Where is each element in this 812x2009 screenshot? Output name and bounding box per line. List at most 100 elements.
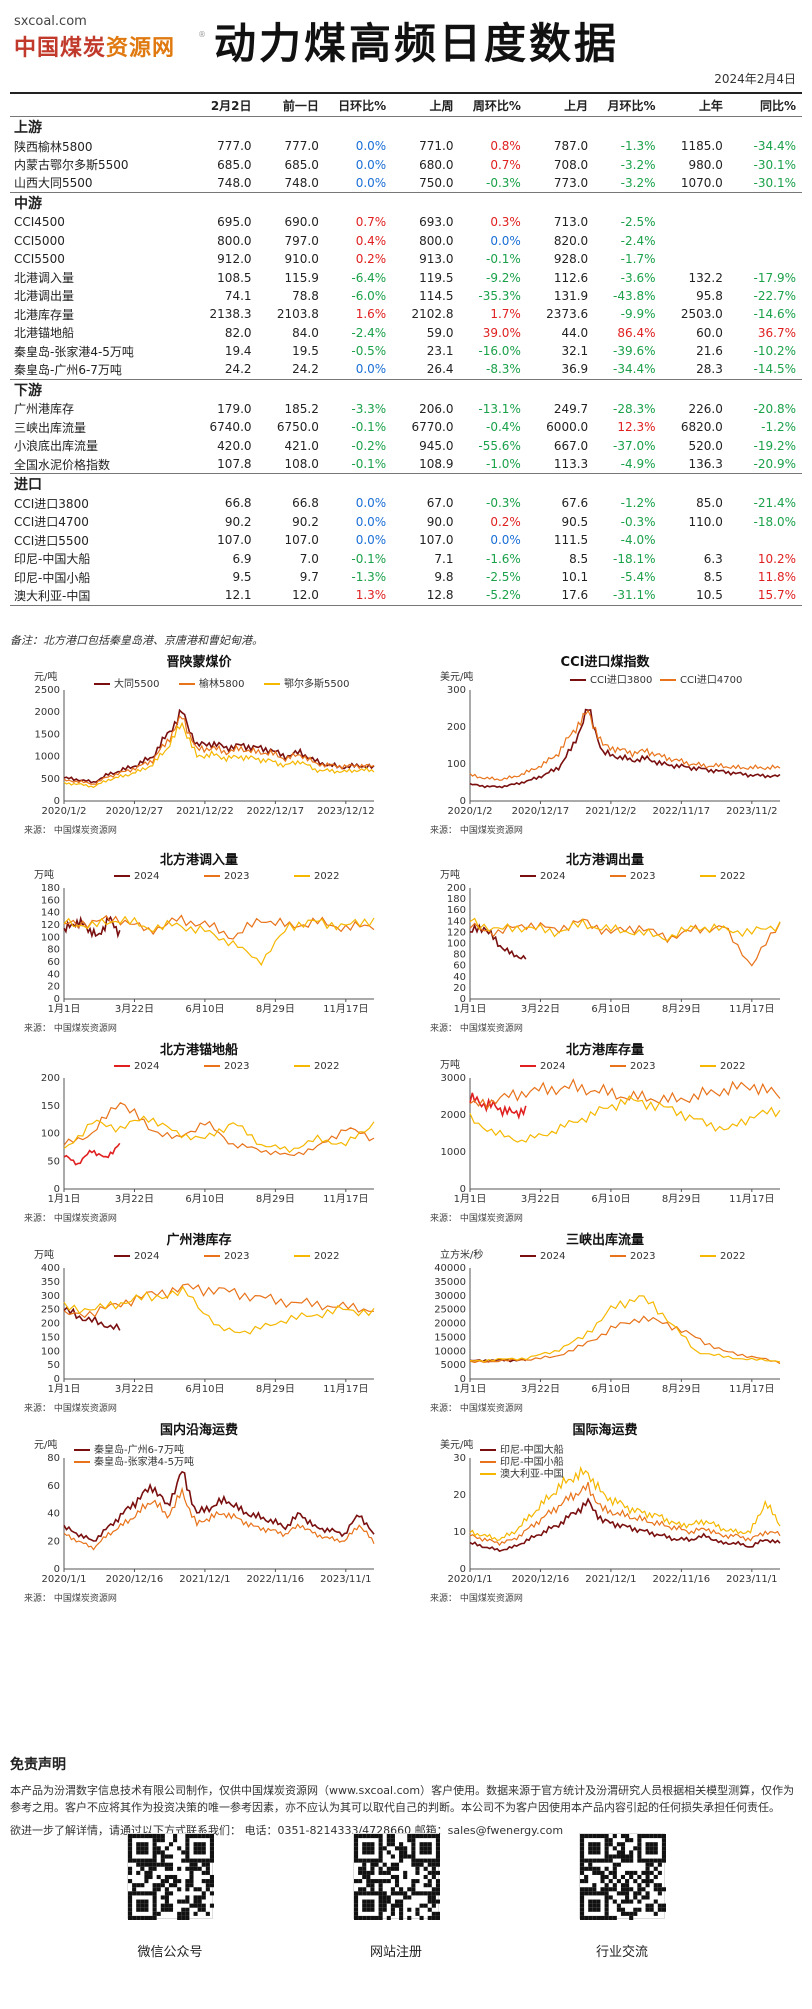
table-cell: 110.0 [688, 514, 723, 529]
table-cell: 226.0 [688, 401, 723, 416]
table-cell: 797.0 [284, 233, 319, 248]
legend-label: 2024 [134, 871, 159, 882]
table-cell: 36.9 [561, 362, 589, 377]
table-cell: 12.0 [292, 588, 319, 603]
qr-label-register: 网站注册 [369, 1945, 422, 1960]
legend-label: 2022 [314, 1061, 339, 1072]
table-cell: 420.0 [217, 438, 252, 453]
legend-label: 印尼-中国小船 [500, 1455, 564, 1468]
table-cell: 708.0 [553, 157, 589, 172]
table-cell: 777.0 [217, 139, 252, 154]
row-label: 印尼-中国小船 [14, 570, 91, 585]
report-header: sxcoal.com 中国煤炭资源网 ® 动力煤高频日度数据 2024年2月4日 [0, 0, 812, 90]
table-cell: 0.0% [355, 175, 387, 190]
legend-label: 2022 [314, 871, 339, 882]
row-label: CCI进口5500 [14, 533, 89, 548]
table-cell: 777.0 [284, 139, 319, 154]
brand-logo: 中国煤炭资源网 [14, 36, 176, 61]
table-cell: -34.4% [613, 362, 656, 377]
table-cell: 24.2 [224, 362, 252, 377]
qr-code-register[interactable] [353, 1833, 440, 1920]
table-cell: -3.2% [620, 175, 656, 190]
legend-label: 2022 [720, 871, 745, 882]
y-tick-label: 400 [41, 1263, 60, 1274]
qr-code-community[interactable] [579, 1833, 666, 1920]
x-tick-label: 2023/11/1 [320, 1574, 371, 1585]
table-cell: -2.5% [620, 215, 656, 230]
y-tick-label: 0 [460, 994, 466, 1005]
x-tick-label: 3月22日 [115, 1003, 154, 1015]
table-cell: -30.1% [753, 175, 796, 190]
table-cell: 12.8 [426, 588, 454, 603]
table-cell: 693.0 [419, 215, 454, 230]
series-line [63, 714, 375, 785]
qr-code-wechat[interactable] [127, 1833, 214, 1920]
y-axis-unit: 万吨 [440, 1058, 460, 1071]
disclaimer: 免责声明 本产品为汾渭数字信息技术有限公司制作，仅供中国煤炭资源网（www.sx… [10, 1754, 802, 1838]
table-cell: 6770.0 [411, 420, 454, 435]
x-tick-label: 11月17日 [323, 1193, 368, 1205]
chart-title: 国际海运费 [572, 1422, 637, 1438]
section-label: 进口 [14, 477, 42, 494]
table-cell: 421.0 [284, 438, 319, 453]
chart-source: 来源： 中国煤炭资源网 [430, 1022, 523, 1034]
x-tick-label: 3月22日 [521, 1193, 560, 1205]
column-header: 上年 [698, 98, 723, 113]
series-line [469, 917, 781, 942]
series-line [469, 1092, 527, 1120]
legend-label: 2024 [134, 1061, 159, 1072]
chart-title: CCI进口煤指数 [561, 654, 651, 670]
table-cell: 60.0 [696, 325, 723, 340]
y-tick-label: 140 [447, 916, 466, 927]
table-cell: 750.0 [419, 175, 454, 190]
table-cell: -2.4% [620, 233, 656, 248]
x-tick-label: 2020/12/27 [106, 806, 164, 817]
table-row: 澳大利亚-中国 12.1 12.0 1.3% 12.8 -5.2% 17.6 -31.1% 10… [10, 586, 802, 604]
table-cell: -0.2% [351, 438, 387, 453]
y-tick-label: 140 [41, 908, 60, 919]
x-tick-label: 2022/11/17 [653, 806, 711, 817]
table-cell: 67.6 [561, 496, 589, 511]
table-cell: 0.0% [490, 533, 521, 548]
y-tick-label: 1000 [441, 1147, 466, 1158]
y-tick-label: 0 [54, 796, 60, 807]
y-tick-label: 5000 [441, 1360, 466, 1371]
table-row: 陕西榆林5800 777.0 777.0 0.0% 771.0 0.8% 787.0 -1.3… [10, 137, 802, 155]
section-rule [10, 604, 802, 606]
table-cell: 800.0 [419, 233, 454, 248]
row-label: 北港调出量 [14, 289, 75, 304]
table-rule [10, 116, 802, 117]
table-cell: 9.7 [299, 570, 319, 584]
chart-source: 来源： 中国煤炭资源网 [24, 824, 117, 836]
row-label: 北港库存量 [14, 307, 75, 322]
table-cell: 24.2 [292, 362, 319, 377]
section-label: 上游 [14, 120, 42, 136]
table-cell: 115.9 [284, 270, 319, 285]
y-tick-label: 20 [47, 1536, 60, 1547]
table-cell: -1.3% [620, 139, 656, 154]
column-header: 上月 [564, 98, 589, 113]
table-cell: 748.0 [284, 175, 319, 190]
table-cell: -0.3% [620, 514, 656, 529]
row-label: 小浪底出库流量 [14, 439, 99, 454]
table-cell: 0.2% [355, 252, 387, 267]
table-cell: 773.0 [553, 175, 589, 190]
table-cell: -21.4% [753, 496, 796, 511]
table-cell: 114.5 [419, 288, 454, 303]
table-cell: 913.0 [419, 252, 454, 267]
table-cell: 249.7 [553, 401, 589, 416]
section-rule [10, 378, 802, 380]
table-row: 北港库存量 2138.3 2103.8 1.6% 2102.8 1.7% 2373.6 -9.… [10, 305, 802, 323]
table-cell: -1.0% [486, 457, 521, 472]
table-cell: -6.4% [351, 270, 387, 285]
y-tick-label: 40 [47, 1509, 60, 1520]
y-tick-label: 10000 [434, 1346, 466, 1357]
series-line [63, 1305, 121, 1331]
table-cell: 9.8 [434, 570, 454, 584]
table-cell: 980.0 [688, 157, 723, 172]
series-line [63, 914, 375, 940]
